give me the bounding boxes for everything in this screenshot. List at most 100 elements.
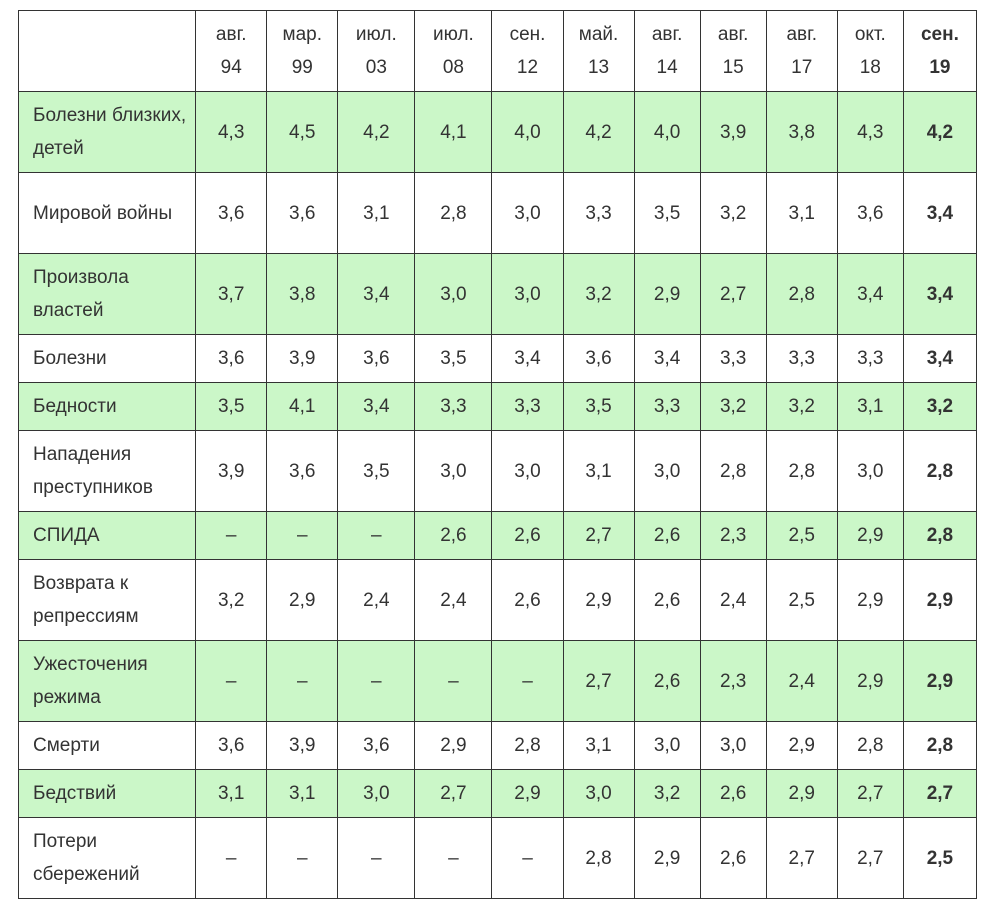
table-cell: 3,0 — [633, 721, 701, 770]
table-cell: 4,1 — [414, 91, 493, 173]
column-header: авг. 14 — [633, 10, 701, 92]
column-header: сен. 19 — [902, 10, 978, 92]
table-cell: 3,8 — [765, 91, 838, 173]
column-header-year: 19 — [929, 57, 951, 78]
table-cell: 3,4 — [337, 382, 416, 431]
table-cell: 3,0 — [699, 721, 767, 770]
table-cell: 3,3 — [765, 334, 838, 383]
row-label: Болезни — [17, 334, 197, 383]
table-cell: 2,7 — [699, 253, 767, 335]
table-cell: – — [195, 511, 268, 560]
column-header: авг. 94 — [195, 10, 268, 92]
table-row: СПИДА – – –2,6 2,6 2,7 2,6 2,3 2,5 2,9 2,8 — [17, 511, 978, 560]
table-cell: 2,9 — [836, 640, 904, 722]
column-header: авг. 15 — [699, 10, 767, 92]
table-cell: 3,9 — [266, 721, 339, 770]
table-cell: 4,1 — [266, 382, 339, 431]
table-cell: 3,7 — [195, 253, 268, 335]
table-cell: 2,8 — [902, 721, 978, 770]
column-header-month: май. — [578, 24, 619, 45]
table-cell: 2,8 — [902, 430, 978, 512]
table-cell: 3,2 — [902, 382, 978, 431]
column-header-year: 99 — [291, 57, 313, 78]
table-cell: 2,6 — [699, 817, 767, 899]
table-cell: – — [337, 511, 416, 560]
table-cell: 3,6 — [266, 172, 339, 254]
table-cell: 3,2 — [765, 382, 838, 431]
table-row: Потери сбережений – – – – –2,8 2,9 2,6 2,7 2,7 2,5 — [17, 817, 978, 899]
table-cell: 2,6 — [633, 640, 701, 722]
table-cell: 2,5 — [902, 817, 978, 899]
table-cell: 2,8 — [699, 430, 767, 512]
table-cell: 3,9 — [699, 91, 767, 173]
table-cell: 3,6 — [195, 172, 268, 254]
table-cell: 4,3 — [195, 91, 268, 173]
table-cell: – — [414, 640, 493, 722]
table-cell: 2,9 — [562, 559, 635, 641]
table-cell: 2,3 — [699, 640, 767, 722]
table-cell: 2,5 — [765, 559, 838, 641]
row-label: Бедствий — [17, 769, 197, 818]
header-row: авг. 94 мар. 99 июл. 03 июл. 08 сен. 12 май. 13 авг.… — [17, 10, 978, 92]
table-cell: 3,3 — [836, 334, 904, 383]
table-cell: 3,1 — [562, 430, 635, 512]
table-cell: 2,9 — [266, 559, 339, 641]
table-cell: 3,3 — [414, 382, 493, 431]
table-cell: 4,2 — [902, 91, 978, 173]
row-label: Бедности — [17, 382, 197, 431]
table-cell: 3,0 — [414, 253, 493, 335]
table-cell: 3,1 — [765, 172, 838, 254]
row-label: Потери сбережений — [17, 817, 197, 899]
table-cell: – — [266, 640, 339, 722]
table-cell: – — [195, 640, 268, 722]
table-cell: 3,4 — [902, 172, 978, 254]
column-header-year: 94 — [220, 57, 242, 78]
row-label: Произвола властей — [17, 253, 197, 335]
row-label: Нападения преступников — [17, 430, 197, 512]
table-cell: 2,6 — [633, 559, 701, 641]
table-cell: 2,4 — [765, 640, 838, 722]
table-cell: 3,6 — [337, 721, 416, 770]
table-cell: 2,4 — [699, 559, 767, 641]
table-cell: – — [266, 817, 339, 899]
table-cell: 3,1 — [836, 382, 904, 431]
table-cell: 3,0 — [562, 769, 635, 818]
table-cell: 2,6 — [699, 769, 767, 818]
table-cell: 2,8 — [562, 817, 635, 899]
table-cell: 3,2 — [633, 769, 701, 818]
table-row: Возврата к репрессиям 3,2 2,9 2,4 2,4 2,6 2,9 2… — [17, 559, 978, 641]
table-cell: 2,7 — [902, 769, 978, 818]
table-cell: 3,0 — [491, 430, 564, 512]
table-cell: 2,8 — [765, 253, 838, 335]
table-row: Ужесточения режима – – – – –2,7 2,6 2,3 2,4 2,9 2,… — [17, 640, 978, 722]
table-cell: 3,8 — [266, 253, 339, 335]
table-row: Мировой войны 3,6 3,6 3,1 2,8 3,0 3,3 3,5 3,2 3,1… — [17, 172, 978, 254]
column-header-month: окт. — [854, 24, 886, 45]
table-cell: 3,2 — [195, 559, 268, 641]
table-cell: 2,8 — [491, 721, 564, 770]
column-header-year: 03 — [365, 57, 387, 78]
table-cell: 3,2 — [562, 253, 635, 335]
row-label: СПИДА — [17, 511, 197, 560]
table-cell: 2,9 — [414, 721, 493, 770]
row-label: Ужесточения режима — [17, 640, 197, 722]
table-cell: 3,9 — [266, 334, 339, 383]
row-label: Мировой войны — [17, 172, 197, 254]
table-row: Болезни 3,6 3,9 3,6 3,5 3,4 3,6 3,4 3,3 3,3 3,3 3,4 — [17, 334, 978, 383]
table-body: Болезни близких, детей 4,3 4,5 4,2 4,1 4,0 4,2… — [17, 91, 978, 899]
table-cell: 3,0 — [633, 430, 701, 512]
row-label: Смерти — [17, 721, 197, 770]
table-cell: 3,4 — [633, 334, 701, 383]
column-header-month: сен. — [509, 24, 546, 45]
column-header: июл. 08 — [414, 10, 493, 92]
column-header: май. 13 — [562, 10, 635, 92]
table-cell: 3,6 — [337, 334, 416, 383]
table-cell: 2,8 — [836, 721, 904, 770]
table-cell: 3,1 — [562, 721, 635, 770]
table-row: Болезни близких, детей 4,3 4,5 4,2 4,1 4,0 4,2… — [17, 91, 978, 173]
table-cell: 3,0 — [836, 430, 904, 512]
column-header: окт. 18 — [836, 10, 904, 92]
table-cell: 4,0 — [633, 91, 701, 173]
table-cell: 3,5 — [195, 382, 268, 431]
table-cell: 3,1 — [195, 769, 268, 818]
